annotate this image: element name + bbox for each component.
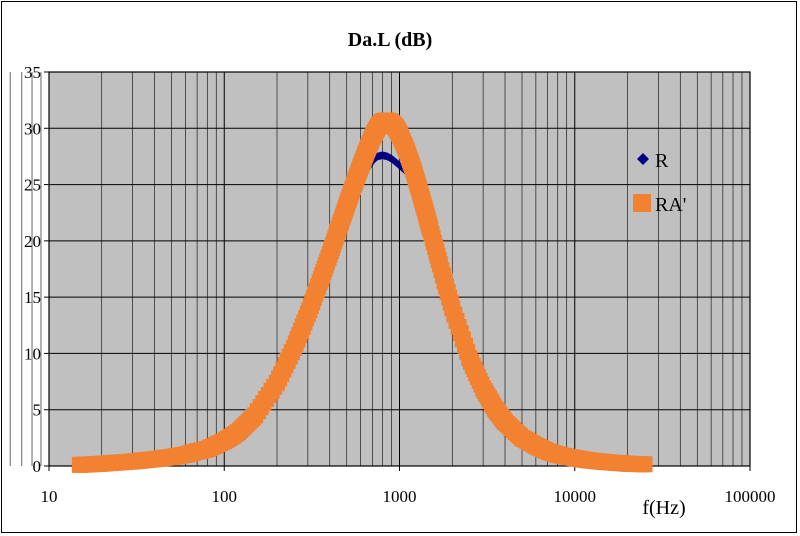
series-ra-point: [636, 456, 653, 473]
axis-ticks: 0 5 10 15 20 25 30 35 10 100 1000 10000 100000: [24, 63, 776, 506]
legend-label-ra: RA': [655, 194, 686, 216]
chart-title: Da.L (dB): [348, 29, 432, 51]
y-tick-label: 25: [24, 176, 41, 195]
x-tick-label: 1000: [383, 487, 417, 506]
y-tick-label: 10: [24, 344, 41, 363]
legend: R RA': [633, 150, 686, 216]
series-ra: [71, 112, 653, 473]
x-tick-label: 100: [212, 487, 238, 506]
x-axis-label: f(Hz): [642, 497, 685, 519]
grid-lines: [9, 71, 751, 467]
y-tick-label: 35: [24, 63, 41, 82]
y-tick-label: 5: [33, 401, 42, 420]
legend-label-r: R: [655, 150, 669, 172]
x-tick-label: 100000: [725, 487, 776, 506]
x-tick-label: 10000: [554, 487, 597, 506]
legend-marker-ra: [633, 194, 651, 212]
y-tick-label: 30: [24, 119, 41, 138]
x-tick-label: 10: [41, 487, 58, 506]
legend-marker-r: [637, 153, 649, 165]
y-tick-label: 20: [24, 232, 41, 251]
y-tick-label: 15: [24, 288, 41, 307]
y-tick-label: 0: [33, 457, 42, 476]
